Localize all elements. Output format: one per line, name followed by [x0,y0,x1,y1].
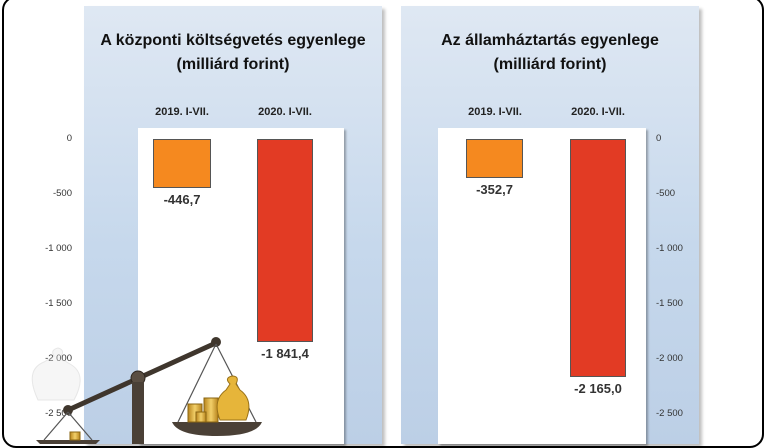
chart-title: A központi költségvetés egyenlege [100,32,366,49]
bar-value-label: -446,7 [163,192,201,208]
y-tick-label: -1 000 [656,243,683,254]
scale-post-icon [132,382,144,444]
chart-subtitle: (milliárd forint) [493,56,607,73]
y-tick-label: -2 000 [32,353,72,364]
category-label: 2020. I-VII. [571,106,625,118]
bar-2020 [570,139,626,378]
bar-2019 [153,139,211,189]
category-label: 2020. I-VII. [258,106,312,118]
chart-subtitle: (milliárd forint) [176,56,290,73]
category-label: 2019. I-VII. [155,106,209,118]
category-label: 2019. I-VII. [468,106,522,118]
bar-value-label: -1 841,4 [261,345,309,361]
y-tick-label: -2 500 [45,408,72,419]
y-tick-label: -2 500 [656,408,683,419]
y-tick-label: -1 000 [45,243,72,254]
money-sack-icon [31,347,81,401]
bar-2020 [257,139,313,342]
bar-value-label: -352,7 [476,181,513,197]
chart-title: Az államháztartás egyenlege [441,32,659,49]
y-tick-label: -500 [656,188,676,199]
scale-pan-icon [36,411,100,444]
money-bag-icon [216,375,250,421]
y-tick-label: -2 000 [656,353,683,364]
gold-coins-icon [187,397,219,423]
bar-2019 [466,139,523,178]
y-tick-label: -500 [52,188,72,199]
y-tick-label: 0 [656,133,662,144]
y-tick-label: -1 500 [45,298,72,309]
bar-value-label: -2 165,0 [574,381,622,397]
balance-scale-illustration [31,337,262,444]
y-tick-label: 0 [66,133,72,144]
scale-beam-icon [63,337,221,415]
y-tick-label: -1 500 [656,298,683,309]
